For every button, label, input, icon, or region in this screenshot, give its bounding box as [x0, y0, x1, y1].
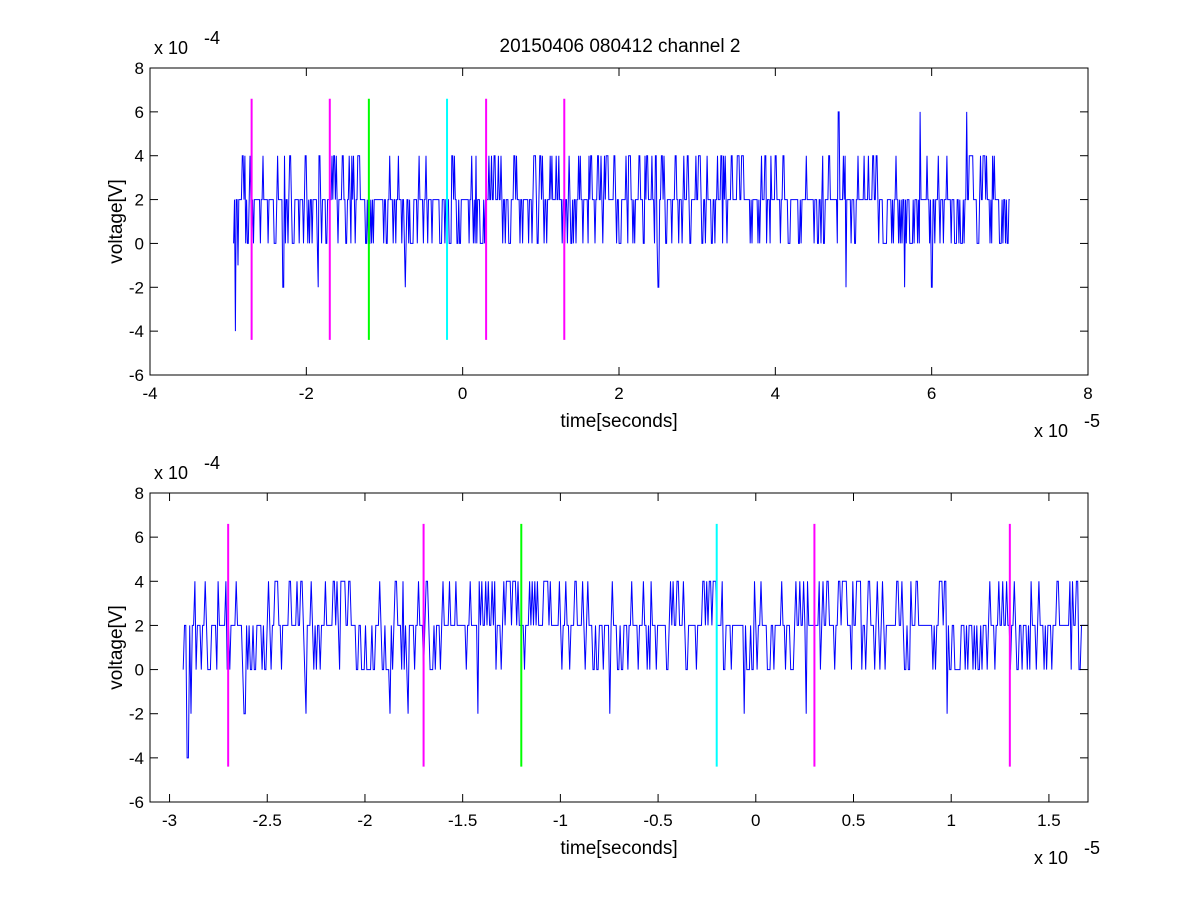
x-tick-label: -2.5 [253, 811, 282, 830]
x-axis-label: time[seconds] [560, 838, 677, 859]
y-exponent-value: -4 [204, 28, 220, 48]
voltage-trace-line [182, 580, 1088, 759]
y-tick-label: 0 [135, 234, 144, 253]
x-tick-label: 2 [614, 384, 623, 403]
y-tick-label: -2 [129, 278, 144, 297]
axes-box [149, 492, 1089, 803]
x-tick-label: -2 [299, 384, 314, 403]
x-tick-label: 1.5 [1037, 811, 1061, 830]
y-tick-label: 4 [135, 147, 144, 166]
x-tick-label: -3 [162, 811, 177, 830]
x-exponent-value: -5 [1084, 838, 1100, 858]
y-exponent-label: x 10 [154, 463, 188, 483]
y-axis-label: voltage[V] [106, 605, 127, 690]
x-tick-label: -0.5 [643, 811, 672, 830]
x-tick-label: 0 [458, 384, 467, 403]
x-tick-label: -4 [142, 384, 157, 403]
y-tick-label: 6 [135, 528, 144, 547]
x-tick-label: -2 [357, 811, 372, 830]
y-tick-label: -4 [129, 322, 144, 341]
x-tick-label: 4 [771, 384, 780, 403]
x-tick-label: -1 [553, 811, 568, 830]
y-tick-label: -6 [129, 793, 144, 812]
y-tick-label: -4 [129, 749, 144, 768]
x-axis-label: time[seconds] [560, 411, 677, 432]
y-axis-label: voltage[V] [106, 179, 127, 264]
x-tick-label: 0.5 [842, 811, 866, 830]
y-tick-label: 2 [135, 191, 144, 210]
x-tick-label: 6 [927, 384, 936, 403]
y-tick-label: 8 [135, 59, 144, 78]
y-tick-label: 4 [135, 572, 144, 591]
x-tick-label: -1.5 [448, 811, 477, 830]
y-tick-label: 8 [135, 484, 144, 503]
x-exponent-value: -5 [1084, 411, 1100, 431]
y-tick-label: -2 [129, 705, 144, 724]
y-exponent-value: -4 [204, 453, 220, 473]
figure-title: 20150406 080412 channel 2 [500, 36, 741, 57]
x-exponent-label: x 10 [1034, 848, 1068, 868]
y-tick-label: 2 [135, 616, 144, 635]
y-tick-label: 0 [135, 661, 144, 680]
y-tick-label: -6 [129, 366, 144, 385]
bottom-subplot: -3 -2.5 -2 -1.5 -1 -0.5 0 0.5 1 1.5 -6 -4 -2 0 2 4 6 8 tim… [106, 453, 1100, 868]
y-exponent-label: x 10 [154, 38, 188, 58]
voltage-trace-line [233, 111, 1010, 332]
y-tick-label: 6 [135, 103, 144, 122]
x-tick-label: 1 [946, 811, 955, 830]
x-exponent-label: x 10 [1034, 421, 1068, 441]
x-tick-label: 8 [1083, 384, 1092, 403]
top-subplot: -4 -2 0 2 4 6 8-6-4-202468time[seconds]voltage… [106, 28, 1100, 441]
x-tick-label: 0 [751, 811, 760, 830]
